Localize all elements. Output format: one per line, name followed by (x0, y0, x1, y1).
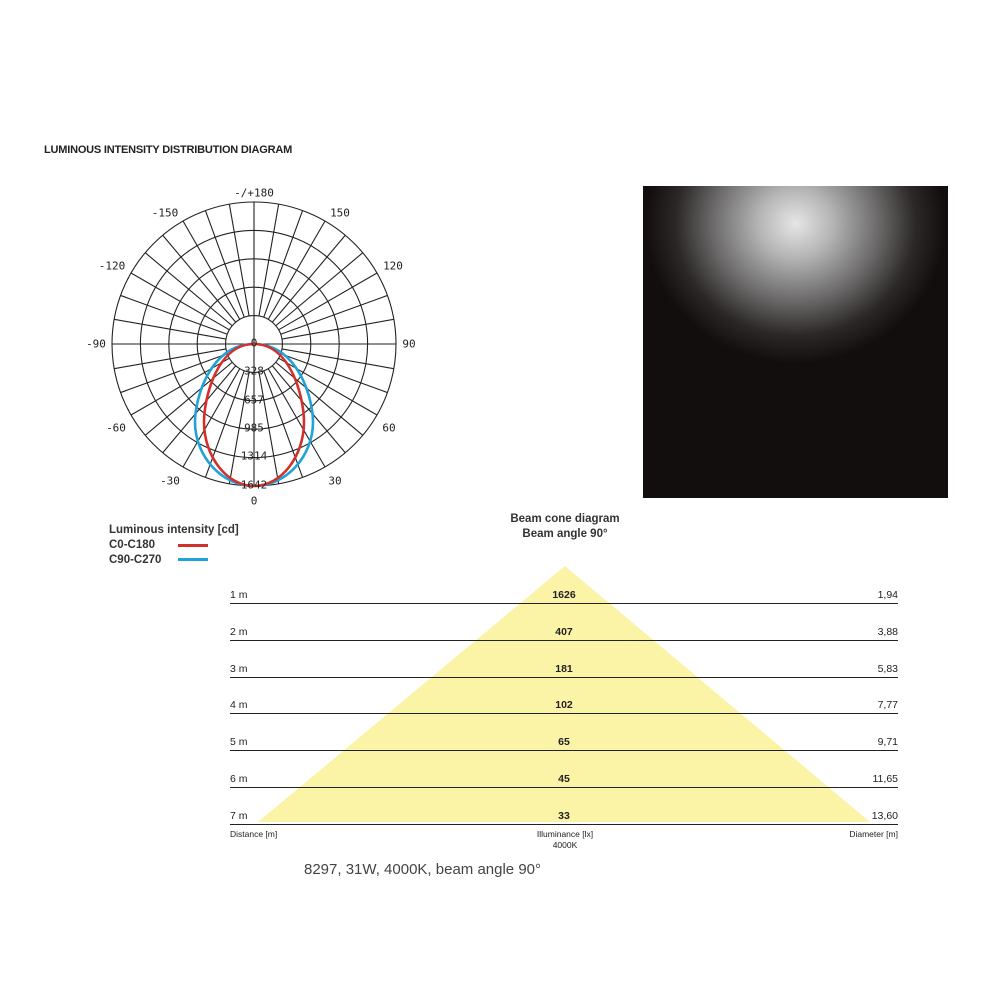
polar-spoke (267, 368, 326, 468)
polar-spoke (114, 348, 227, 370)
polar-spoke (204, 370, 245, 478)
polar-diagram (111, 201, 397, 488)
product-caption: 8297, 31W, 4000K, beam angle 90° (304, 861, 542, 878)
legend-title: Luminous intensity [cd] (109, 524, 239, 536)
row-distance: 4 m (230, 699, 248, 712)
beam-row: 1 m 1626 1,94 (230, 589, 898, 604)
footer-cct: 4000K (552, 840, 578, 850)
row-illuminance: 407 (555, 625, 573, 638)
beam-cone-triangle (258, 566, 870, 822)
row-diameter: 13,60 (871, 809, 898, 822)
angle-label: -150 (151, 206, 179, 220)
polar-spoke (130, 272, 230, 331)
row-diameter: 5,83 (877, 662, 898, 675)
row-diameter: 1,94 (877, 589, 898, 601)
footer-diameter: Diameter [m] (849, 829, 898, 839)
angle-label: -/+180 (234, 186, 274, 200)
polar-spoke (120, 353, 228, 394)
beam-row: 5 m 65 9,71 (230, 736, 898, 752)
polar-spoke (271, 234, 346, 323)
intensity-label: 1642 (240, 478, 268, 492)
row-illuminance: 33 (558, 809, 570, 822)
beam-row: 7 m 33 13,60 (230, 810, 898, 825)
footer-illuminance: Illuminance [lx] (536, 829, 594, 839)
curve-c0-c180 (202, 342, 306, 488)
polar-spoke (275, 252, 364, 327)
angle-label: 150 (330, 206, 350, 220)
row-distance: 2 m (230, 625, 248, 638)
row-distance: 7 m (230, 809, 248, 822)
row-illuminance: 65 (558, 736, 570, 749)
legend-label-c90: C90-C270 (109, 554, 162, 566)
polar-spoke (162, 234, 237, 323)
angle-label: -60 (106, 421, 126, 435)
polar-spoke (182, 220, 241, 320)
beam-row: 4 m 102 7,77 (230, 699, 898, 715)
intensity-label: 1314 (240, 449, 268, 463)
row-diameter: 11,65 (872, 773, 899, 785)
polar-spoke (228, 371, 250, 484)
row-distance: 1 m (230, 589, 248, 601)
beam-row: 2 m 407 3,88 (230, 626, 898, 641)
intensity-label: 0 (250, 336, 258, 350)
legend-swatch-c0 (178, 544, 208, 547)
polar-spoke (280, 353, 388, 394)
page-title: LUMINOUS INTENSITY DISTRIBUTION DIAGRAM (44, 144, 293, 156)
polar-spoke (278, 272, 378, 331)
angle-label: 30 (328, 474, 342, 488)
row-diameter: 9,71 (877, 736, 898, 749)
polar-spoke (275, 361, 364, 436)
polar-spoke (281, 318, 394, 340)
row-illuminance: 102 (555, 699, 573, 712)
beam-subtitle: Beam angle 90° (522, 528, 608, 540)
polar-spoke (228, 204, 250, 317)
polar-spoke (263, 210, 304, 318)
intensity-label: 657 (244, 393, 264, 407)
footer-distance: Distance [m] (230, 829, 278, 839)
polar-spoke (144, 361, 233, 436)
row-distance: 5 m (230, 736, 248, 749)
intensity-label: 985 (244, 421, 264, 435)
light-render-image (643, 186, 948, 498)
angle-label: -90 (86, 337, 106, 351)
polar-spoke (271, 365, 346, 454)
legend-swatch-c90 (178, 558, 208, 561)
angle-label: 60 (382, 421, 396, 435)
polar-spoke (258, 371, 280, 484)
polar-spoke (144, 252, 233, 327)
polar-spoke (182, 368, 241, 468)
polar-spoke (267, 220, 326, 320)
row-distance: 3 m (230, 662, 248, 675)
beam-title: Beam cone diagram (510, 513, 620, 525)
legend-label-c0: C0-C180 (109, 539, 156, 551)
row-illuminance: 181 (555, 662, 573, 675)
intensity-label: 328 (244, 364, 264, 378)
polar-spoke (162, 365, 237, 454)
beam-row: 3 m 181 5,83 (230, 663, 898, 678)
angle-label: 0 (250, 494, 258, 508)
angle-label: 90 (402, 337, 416, 351)
beam-row: 6 m 45 11,65 (230, 773, 898, 788)
angle-label: -30 (160, 474, 180, 488)
row-illuminance: 45 (558, 773, 570, 785)
polar-spoke (258, 204, 280, 317)
polar-spoke (120, 294, 228, 335)
angle-label: -120 (98, 259, 126, 273)
angle-label: 120 (383, 259, 403, 273)
row-illuminance: 1626 (552, 589, 576, 601)
row-diameter: 7,77 (877, 699, 898, 712)
polar-spoke (114, 318, 227, 340)
polar-spoke (280, 294, 388, 335)
row-distance: 6 m (230, 773, 248, 785)
polar-spoke (263, 370, 304, 478)
row-diameter: 3,88 (877, 625, 898, 638)
polar-spoke (281, 348, 394, 370)
polar-spoke (204, 210, 245, 318)
